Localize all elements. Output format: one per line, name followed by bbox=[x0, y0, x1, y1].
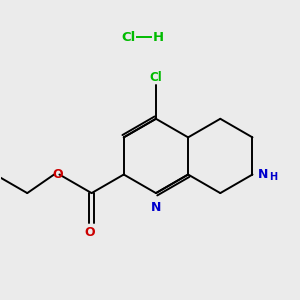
Text: N: N bbox=[258, 168, 268, 181]
Text: Cl: Cl bbox=[121, 31, 135, 44]
Text: H: H bbox=[269, 172, 277, 182]
Text: Cl: Cl bbox=[150, 71, 162, 84]
Text: O: O bbox=[85, 226, 95, 239]
Text: O: O bbox=[52, 168, 63, 181]
Text: N: N bbox=[151, 201, 161, 214]
Text: H: H bbox=[153, 31, 164, 44]
